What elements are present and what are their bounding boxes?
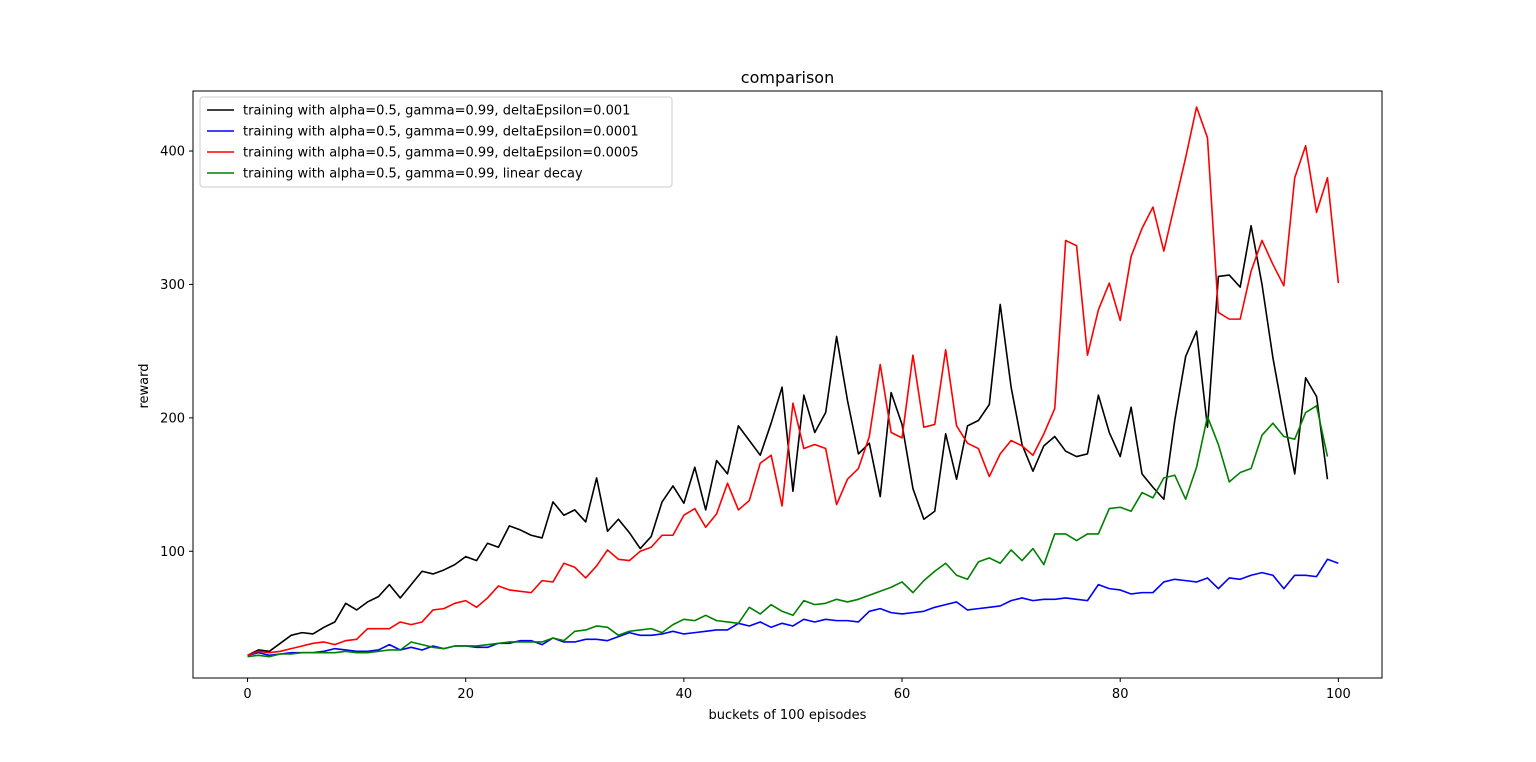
y-tick-label: 300 <box>160 278 185 293</box>
plot-frame <box>192 90 1383 679</box>
x-tick-label: 0 <box>243 687 251 702</box>
x-axis-label: buckets of 100 episodes <box>709 708 867 723</box>
legend: training with alpha=0.5, gamma=0.99, del… <box>199 96 673 188</box>
x-tick-label: 100 <box>1326 687 1351 702</box>
y-tick-label: 400 <box>160 145 185 160</box>
series-line-1 <box>247 224 1329 657</box>
legend-box <box>199 96 673 188</box>
x-tick-label: 20 <box>457 687 474 702</box>
series-lines <box>247 106 1340 658</box>
series-line-3 <box>247 106 1340 657</box>
x-tick-label: 40 <box>676 687 693 702</box>
legend-entry-label: training with alpha=0.5, gamma=0.99, del… <box>243 146 639 161</box>
legend-entry-label: training with alpha=0.5, gamma=0.99, del… <box>243 104 630 119</box>
x-tick-label: 80 <box>1112 687 1129 702</box>
y-axis-ticks: 100 200 300 400 <box>160 145 193 560</box>
x-tick-label: 60 <box>894 687 911 702</box>
legend-entry-label: training with alpha=0.5, gamma=0.99, del… <box>243 125 639 140</box>
legend-entry-label: training with alpha=0.5, gamma=0.99, lin… <box>243 167 583 182</box>
y-tick-label: 200 <box>160 411 185 426</box>
y-axis-label: reward <box>137 363 152 408</box>
y-tick-label: 100 <box>160 545 185 560</box>
series-line-4 <box>247 405 1329 658</box>
x-axis-ticks: 0 20 40 60 80 100 <box>243 678 1351 702</box>
chart-title: comparison <box>741 68 834 87</box>
series-line-2 <box>247 558 1339 657</box>
